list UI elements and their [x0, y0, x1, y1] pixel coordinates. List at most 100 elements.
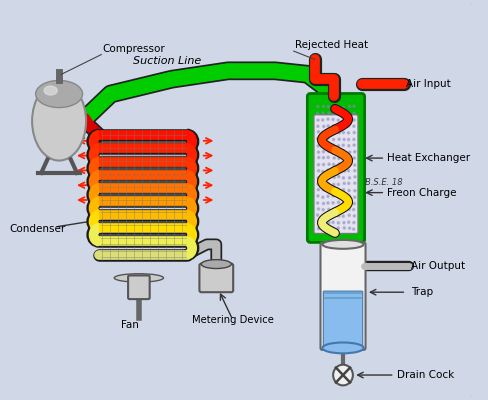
- Circle shape: [353, 182, 355, 184]
- Text: Air Output: Air Output: [410, 260, 464, 270]
- Circle shape: [317, 228, 319, 230]
- Circle shape: [326, 106, 329, 108]
- Circle shape: [326, 132, 329, 134]
- Circle shape: [317, 151, 319, 153]
- Circle shape: [342, 150, 344, 152]
- Circle shape: [337, 201, 339, 204]
- Circle shape: [316, 195, 318, 197]
- Circle shape: [317, 188, 319, 191]
- Ellipse shape: [201, 260, 231, 268]
- Circle shape: [337, 157, 339, 160]
- Circle shape: [321, 170, 323, 173]
- Circle shape: [342, 132, 344, 134]
- Circle shape: [337, 145, 339, 147]
- Circle shape: [322, 189, 324, 191]
- Circle shape: [337, 106, 339, 108]
- Circle shape: [337, 188, 339, 191]
- FancyBboxPatch shape: [199, 264, 233, 292]
- Text: Heat Exchanger: Heat Exchanger: [386, 153, 469, 163]
- Text: B.S.E. 18: B.S.E. 18: [365, 178, 402, 187]
- Circle shape: [321, 119, 323, 121]
- Ellipse shape: [322, 342, 363, 353]
- Circle shape: [346, 170, 349, 172]
- Circle shape: [316, 125, 318, 127]
- Circle shape: [343, 118, 345, 120]
- Circle shape: [337, 112, 339, 114]
- Circle shape: [342, 208, 344, 210]
- Circle shape: [326, 144, 329, 147]
- FancyBboxPatch shape: [0, 0, 473, 400]
- FancyBboxPatch shape: [313, 115, 357, 234]
- Circle shape: [353, 170, 355, 172]
- Circle shape: [337, 176, 339, 178]
- Circle shape: [336, 227, 339, 229]
- Circle shape: [326, 195, 328, 197]
- Circle shape: [348, 177, 350, 179]
- Circle shape: [347, 112, 349, 114]
- Circle shape: [322, 202, 324, 205]
- Circle shape: [316, 112, 318, 114]
- Circle shape: [347, 208, 349, 211]
- Circle shape: [338, 132, 340, 134]
- Circle shape: [352, 202, 355, 205]
- Circle shape: [338, 208, 340, 210]
- Circle shape: [337, 124, 339, 127]
- Circle shape: [352, 157, 355, 159]
- Circle shape: [331, 195, 334, 197]
- Circle shape: [348, 151, 350, 153]
- Circle shape: [332, 151, 334, 153]
- Circle shape: [322, 125, 324, 128]
- Circle shape: [347, 189, 349, 192]
- FancyBboxPatch shape: [320, 242, 365, 350]
- Circle shape: [317, 164, 319, 166]
- Ellipse shape: [44, 86, 57, 95]
- Circle shape: [332, 138, 334, 141]
- Circle shape: [352, 125, 354, 127]
- Circle shape: [337, 215, 339, 217]
- Circle shape: [327, 163, 329, 165]
- Circle shape: [343, 227, 345, 229]
- Circle shape: [322, 182, 324, 184]
- Circle shape: [322, 221, 324, 224]
- Circle shape: [352, 222, 354, 224]
- Circle shape: [321, 112, 324, 114]
- Circle shape: [317, 131, 319, 133]
- Circle shape: [353, 190, 355, 192]
- Circle shape: [342, 112, 344, 114]
- Circle shape: [348, 105, 350, 108]
- Circle shape: [352, 144, 354, 146]
- Circle shape: [331, 215, 333, 217]
- Text: Condenser: Condenser: [10, 224, 66, 234]
- Circle shape: [327, 112, 329, 114]
- Circle shape: [332, 170, 334, 173]
- Circle shape: [326, 137, 328, 139]
- Circle shape: [346, 125, 349, 127]
- Circle shape: [337, 119, 339, 121]
- Circle shape: [326, 169, 328, 171]
- Circle shape: [343, 182, 345, 184]
- Circle shape: [332, 176, 335, 178]
- Circle shape: [316, 214, 318, 216]
- Circle shape: [332, 365, 352, 385]
- Circle shape: [337, 183, 339, 186]
- Circle shape: [331, 118, 333, 120]
- Circle shape: [331, 221, 333, 224]
- Circle shape: [352, 228, 354, 230]
- Circle shape: [332, 227, 334, 230]
- Circle shape: [343, 125, 345, 127]
- Circle shape: [353, 164, 355, 166]
- Circle shape: [327, 208, 329, 210]
- Text: Fan: Fan: [121, 320, 138, 330]
- Circle shape: [347, 138, 349, 141]
- Text: Air Input: Air Input: [406, 79, 450, 89]
- Circle shape: [342, 188, 344, 191]
- Circle shape: [348, 227, 350, 229]
- Circle shape: [342, 222, 345, 224]
- Text: Freon Charge: Freon Charge: [386, 188, 455, 198]
- Circle shape: [316, 106, 318, 108]
- Circle shape: [347, 119, 350, 121]
- Text: Suction Line: Suction Line: [133, 56, 201, 66]
- Circle shape: [316, 138, 318, 140]
- Circle shape: [316, 119, 319, 121]
- Circle shape: [347, 158, 349, 160]
